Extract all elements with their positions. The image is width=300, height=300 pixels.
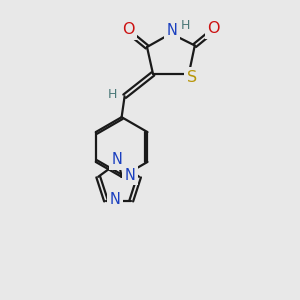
Text: S: S bbox=[187, 70, 197, 85]
Text: N: N bbox=[125, 168, 136, 183]
Text: N: N bbox=[167, 23, 178, 38]
Text: H: H bbox=[181, 19, 190, 32]
Text: O: O bbox=[122, 22, 134, 38]
Text: O: O bbox=[207, 21, 220, 36]
Text: N: N bbox=[112, 152, 123, 167]
Text: N: N bbox=[110, 192, 120, 207]
Text: H: H bbox=[107, 88, 117, 101]
